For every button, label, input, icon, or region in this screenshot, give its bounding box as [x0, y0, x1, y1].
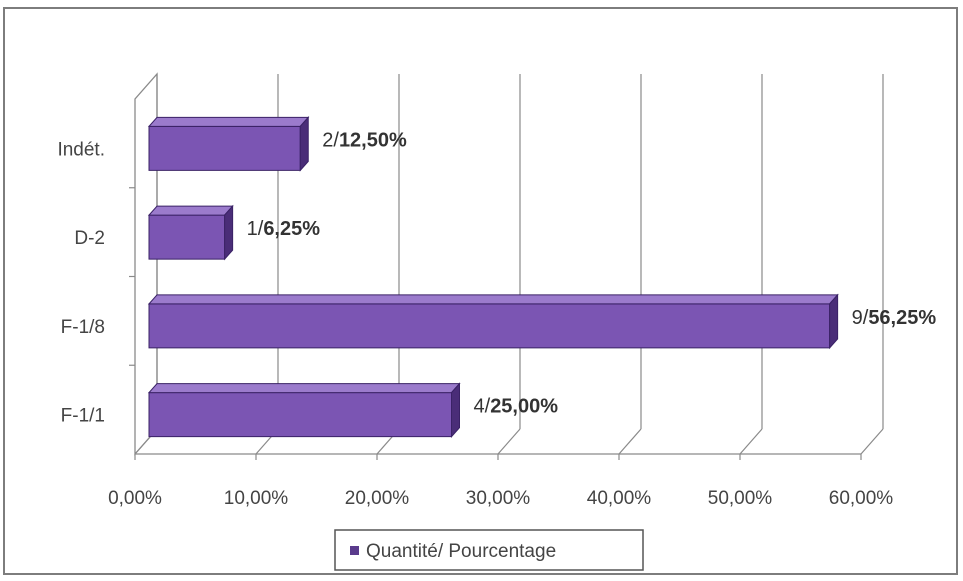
- legend: Quantité/ Pourcentage: [334, 529, 644, 571]
- x-tick-label: 10,00%: [224, 488, 289, 509]
- gridlines: [134, 74, 884, 460]
- gridline-floor: [497, 428, 521, 455]
- bar: [148, 125, 301, 171]
- bar-end: [224, 204, 234, 261]
- bar-end: [299, 116, 309, 172]
- legend-box: [334, 529, 644, 571]
- x-tick-label: 30,00%: [466, 488, 531, 509]
- bar: [148, 303, 831, 349]
- category-label: F-1/8: [61, 317, 105, 338]
- bar-chart: F-1/1 F-1/8 D-2 Indét. 0,00% 10,00% 20,00% 30,…: [57, 72, 937, 571]
- category-label: D-2: [74, 228, 105, 249]
- x-tick-label: 40,00%: [587, 488, 652, 509]
- bar-end: [829, 293, 839, 350]
- x-tick-label: 20,00%: [345, 488, 410, 509]
- data-label: 9/56,25%: [852, 307, 937, 329]
- gridline-floor: [860, 428, 884, 455]
- bar-top: [147, 116, 310, 127]
- chart-frame: F-1/1 F-1/8 D-2 Indét. 0,00% 10,00% 20,00% 30,…: [3, 7, 958, 575]
- x-tick-labels: 0,00% 10,00% 20,00% 30,00% 40,00% 50,00% 60,00…: [108, 488, 893, 509]
- bar-top: [147, 294, 839, 305]
- data-label: 1/6,25%: [247, 218, 321, 240]
- x-tick-label: 60,00%: [829, 488, 894, 509]
- data-label: 4/25,00%: [474, 396, 559, 418]
- gridline-floor: [618, 428, 642, 455]
- legend-swatch: [350, 546, 359, 555]
- x-tick-label: 50,00%: [708, 488, 773, 509]
- bar: [148, 214, 226, 260]
- category-label: Indét.: [57, 139, 105, 160]
- data-labels: 4/25,00% 9/56,25% 1/6,25% 2/12,50%: [247, 129, 937, 417]
- bar-end: [451, 382, 460, 438]
- bar-top: [147, 383, 461, 394]
- category-labels: F-1/1 F-1/8 D-2 Indét.: [57, 139, 105, 426]
- legend-label: Quantité/ Pourcentage: [366, 541, 556, 562]
- gridline-floor: [739, 428, 763, 455]
- bar: [148, 392, 452, 438]
- category-label: F-1/1: [61, 406, 105, 427]
- x-tick-label: 0,00%: [108, 488, 162, 509]
- bar-top: [147, 205, 234, 216]
- bars: [147, 116, 839, 438]
- data-label: 2/12,50%: [322, 129, 407, 151]
